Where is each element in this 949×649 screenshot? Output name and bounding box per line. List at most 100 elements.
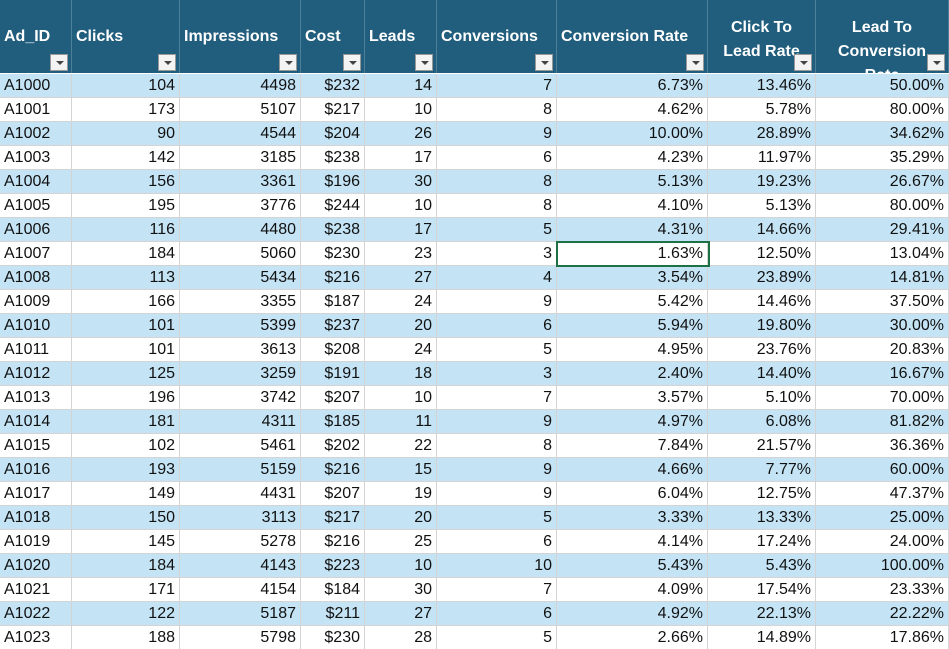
cell[interactable]: 28.89% [708,122,816,146]
cell[interactable]: 14.40% [708,362,816,386]
cell[interactable]: 6.73% [557,74,708,98]
cell[interactable]: $238 [301,218,365,242]
cell[interactable]: $244 [301,194,365,218]
cell[interactable]: A1022 [0,602,72,626]
cell[interactable]: 14 [365,74,437,98]
cell[interactable]: 181 [72,410,180,434]
cell[interactable]: 193 [72,458,180,482]
cell[interactable]: 10 [365,386,437,410]
cell[interactable]: A1017 [0,482,72,506]
cell[interactable]: A1011 [0,338,72,362]
cell[interactable]: 22.22% [816,602,949,626]
cell[interactable]: 22 [365,434,437,458]
cell[interactable]: A1004 [0,170,72,194]
cell[interactable]: A1005 [0,194,72,218]
cell[interactable]: 4 [437,266,557,290]
cell[interactable]: 9 [437,122,557,146]
cell[interactable]: 37.50% [816,290,949,314]
cell[interactable]: 3113 [180,506,301,530]
cell[interactable]: A1015 [0,434,72,458]
cell[interactable]: 9 [437,458,557,482]
cell[interactable]: 3613 [180,338,301,362]
cell[interactable]: 30 [365,170,437,194]
cell[interactable]: A1020 [0,554,72,578]
cell[interactable]: 17.24% [708,530,816,554]
cell[interactable]: 21.57% [708,434,816,458]
cell[interactable]: 4.09% [557,578,708,602]
cell[interactable]: 6 [437,146,557,170]
cell[interactable]: 12.50% [708,242,816,266]
cell[interactable]: 5.78% [708,98,816,122]
cell[interactable]: 23 [365,242,437,266]
cell[interactable]: 10 [365,194,437,218]
cell[interactable]: 6 [437,602,557,626]
cell[interactable]: 20.83% [816,338,949,362]
cell[interactable]: A1023 [0,626,72,649]
cell[interactable]: 17 [365,218,437,242]
cell[interactable]: 8 [437,170,557,194]
cell[interactable]: A1010 [0,314,72,338]
cell[interactable]: 13.33% [708,506,816,530]
cell[interactable]: 116 [72,218,180,242]
cell[interactable]: 6.08% [708,410,816,434]
cell[interactable]: $237 [301,314,365,338]
cell[interactable]: 8 [437,434,557,458]
cell[interactable]: 4431 [180,482,301,506]
cell[interactable]: A1008 [0,266,72,290]
cell[interactable]: $238 [301,146,365,170]
cell[interactable]: 5.13% [708,194,816,218]
cell[interactable]: 25 [365,530,437,554]
cell[interactable]: 171 [72,578,180,602]
cell[interactable]: 10 [437,554,557,578]
filter-button[interactable] [686,54,704,71]
cell[interactable]: 5107 [180,98,301,122]
cell[interactable]: 16.67% [816,362,949,386]
cell[interactable]: 5 [437,338,557,362]
cell[interactable]: 4.31% [557,218,708,242]
cell[interactable]: 5159 [180,458,301,482]
cell[interactable]: 7 [437,74,557,98]
cell[interactable]: 101 [72,314,180,338]
cell[interactable]: 5 [437,218,557,242]
cell[interactable]: 36.36% [816,434,949,458]
cell[interactable]: $185 [301,410,365,434]
cell[interactable]: 4.10% [557,194,708,218]
cell[interactable]: 14.66% [708,218,816,242]
cell[interactable]: $230 [301,626,365,649]
cell[interactable]: 3.54% [557,266,708,290]
cell[interactable]: 19.80% [708,314,816,338]
cell[interactable]: 6.04% [557,482,708,506]
cell[interactable]: 30.00% [816,314,949,338]
cell[interactable]: 25.00% [816,506,949,530]
cell[interactable]: 4.66% [557,458,708,482]
cell[interactable]: 34.62% [816,122,949,146]
cell[interactable]: $207 [301,386,365,410]
cell[interactable]: 8 [437,98,557,122]
filter-button[interactable] [535,54,553,71]
cell[interactable]: 50.00% [816,74,949,98]
cell[interactable]: A1018 [0,506,72,530]
cell[interactable]: A1001 [0,98,72,122]
cell[interactable]: 17.86% [816,626,949,649]
cell[interactable]: 19.23% [708,170,816,194]
cell[interactable]: 6 [437,530,557,554]
cell[interactable]: 13.04% [816,242,949,266]
cell[interactable]: 145 [72,530,180,554]
cell[interactable]: 7.77% [708,458,816,482]
filter-button[interactable] [415,54,433,71]
cell[interactable]: 7 [437,578,557,602]
cell[interactable]: 90 [72,122,180,146]
cell[interactable]: A1002 [0,122,72,146]
cell[interactable]: A1009 [0,290,72,314]
cell[interactable]: 20 [365,314,437,338]
cell[interactable]: 102 [72,434,180,458]
cell[interactable]: 3361 [180,170,301,194]
cell[interactable]: 23.89% [708,266,816,290]
cell[interactable]: 17 [365,146,437,170]
cell[interactable]: 142 [72,146,180,170]
cell[interactable]: 5.10% [708,386,816,410]
cell[interactable]: A1014 [0,410,72,434]
cell[interactable]: 23.76% [708,338,816,362]
cell[interactable]: $216 [301,530,365,554]
cell[interactable]: 6 [437,314,557,338]
